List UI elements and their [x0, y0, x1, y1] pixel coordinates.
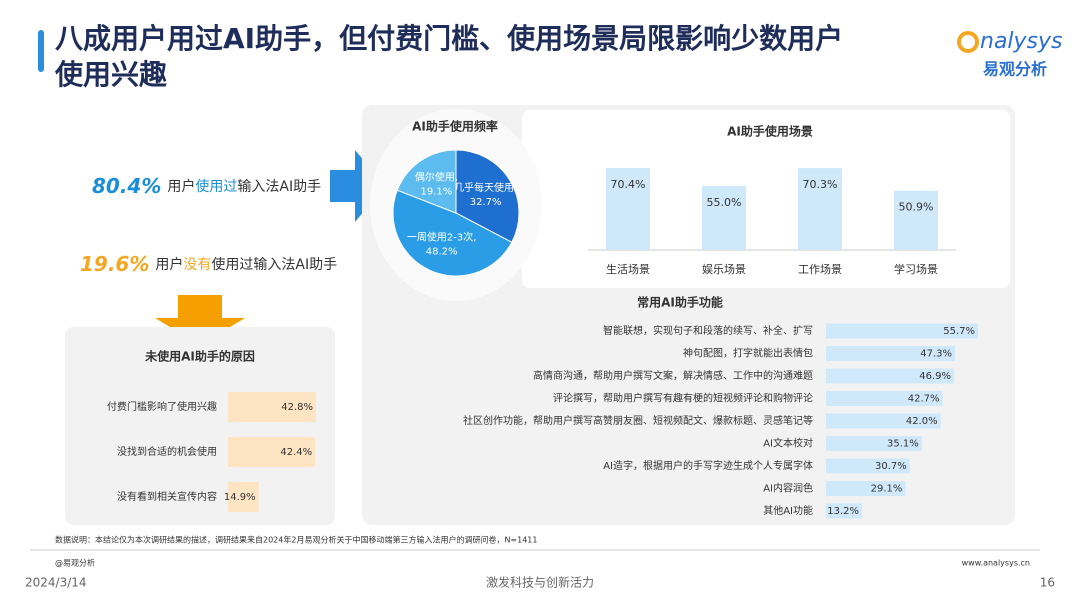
page-number: 16 [1040, 576, 1055, 590]
slice-label: 一周使用2-3次, [407, 231, 477, 244]
x-tick-label: 生活场景 [606, 262, 650, 276]
y-tick-label: AI文本校对 [763, 437, 813, 450]
y-tick-label: 评论撰写，帮助用户撰写有趣有梗的短视频评论和购物评论 [553, 392, 813, 405]
y-tick-label: 社区创作功能，帮助用户撰写高赞朋友圈、短视频配文、爆款标题、灵感笔记等 [463, 414, 813, 427]
value-label: 35.1% [887, 439, 919, 450]
value-label: 29.1% [871, 484, 903, 495]
pie-slice [392, 189, 513, 277]
value-label: 55.7% [943, 326, 975, 337]
stat-text: 使用过输入法AI助手 [211, 256, 337, 273]
slice-label: 几乎每天使用, [454, 181, 517, 194]
stat-text: 没有 [183, 257, 211, 273]
value-label: 42.0% [906, 416, 938, 427]
chart-title: AI助手使用频率 [412, 119, 498, 134]
slice-value: 19.1% [421, 186, 453, 197]
y-tick-label: 没找到合适的机会使用 [117, 445, 217, 458]
value-label: 70.3% [803, 178, 838, 191]
y-tick-label: 其他AI功能 [763, 504, 813, 517]
y-tick-label: 付费门槛影响了使用兴趣 [107, 400, 217, 413]
x-tick-label: 娱乐场景 [702, 262, 746, 276]
arrow [330, 150, 385, 222]
logo: nalysys [980, 29, 1063, 54]
date: 2024/3/14 [25, 576, 87, 590]
stat-text: 输入法AI助手 [237, 179, 321, 195]
value-label: 50.9% [899, 201, 934, 214]
chart-title: 常用AI助手功能 [637, 295, 723, 310]
value-label: 70.4% [611, 178, 646, 191]
logo-mark [957, 31, 979, 53]
source: @易观分析 [55, 558, 95, 568]
bar [826, 323, 978, 339]
website: www.analysys.cn [962, 559, 1030, 568]
x-tick-label: 学习场景 [894, 262, 938, 276]
value-label: 46.9% [919, 371, 951, 382]
bar [894, 190, 938, 250]
stat-value: 19.6% [80, 252, 149, 276]
title: 八成用户用过AI助手，但付费门槛、使用场景局限影响少数用户 [55, 22, 843, 55]
value-label: 42.4% [280, 447, 312, 458]
stat-text: 用户 [167, 178, 195, 195]
stat-text: 使用过 [195, 178, 237, 195]
bar [826, 368, 954, 384]
bar [826, 346, 956, 361]
stat-text: 用户 [155, 256, 183, 273]
logo-cn: 易观分析 [983, 60, 1047, 79]
bar [826, 481, 906, 496]
bar [798, 168, 842, 250]
note: 数据说明：本结论仅为本次调研结果的描述，调研结果来自2024年2月易观分析关于中… [55, 535, 538, 545]
value-label: 42.7% [908, 394, 940, 405]
bar [702, 185, 746, 250]
y-tick-label: AI内容润色 [763, 482, 813, 495]
value-label: 30.7% [875, 461, 907, 472]
stat-value: 80.4% [92, 174, 161, 198]
bar [606, 168, 650, 250]
title: 使用兴趣 [54, 58, 167, 91]
panel [65, 327, 335, 525]
value-label: 55.0% [707, 196, 742, 209]
tagline: 激发科技与创新活力 [486, 575, 594, 590]
bar [826, 413, 941, 429]
x-tick-label: 工作场景 [798, 262, 842, 276]
value-label: 13.2% [827, 506, 859, 517]
slice-value: 32.7% [470, 197, 502, 208]
y-tick-label: 高情商沟通，帮助用户撰写文案，解决情感、工作中的沟通难题 [533, 369, 813, 382]
bar [228, 482, 259, 512]
value-label: 14.9% [224, 492, 256, 503]
pie-slice [455, 149, 520, 243]
slice-value: 48.2% [426, 247, 458, 258]
y-tick-label: AI造字，根据用户的手写字迹生成个人专属字体 [603, 459, 813, 472]
value-label: 47.3% [920, 349, 952, 360]
y-tick-label: 神句配图，打字就能出表情包 [683, 347, 813, 360]
stat: 19.6% 用户没有使用过输入法AI助手 [80, 252, 337, 276]
arrow [155, 295, 245, 345]
slice-label: 偶尔使用, [415, 170, 458, 183]
chart-title: 未使用AI助手的原因 [144, 349, 255, 364]
bar [826, 391, 943, 406]
chart-title: AI助手使用场景 [727, 124, 813, 139]
bar [228, 437, 316, 467]
title-accent [38, 30, 44, 72]
bar [228, 392, 316, 422]
stat: 80.4% 用户使用过输入法AI助手 [92, 174, 321, 198]
value-label: 42.8% [281, 402, 313, 413]
y-tick-label: 没有看到相关宣传内容 [117, 490, 217, 503]
bar [826, 503, 863, 519]
bar [826, 458, 910, 474]
bar [826, 436, 922, 451]
y-tick-label: 智能联想，实现句子和段落的续写、补全、扩写 [603, 324, 813, 337]
pie-slice [396, 149, 457, 214]
